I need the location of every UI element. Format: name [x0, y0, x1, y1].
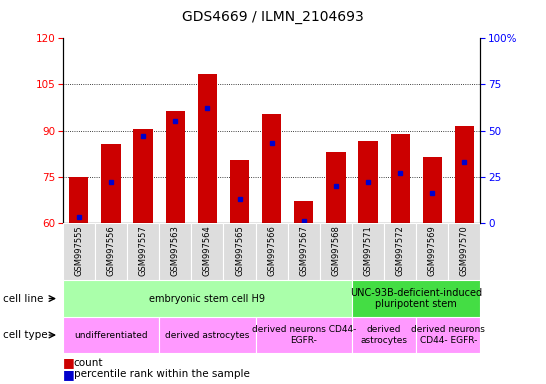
Bar: [416, 317, 480, 353]
Text: ■: ■: [63, 368, 75, 381]
Bar: [198, 74, 217, 223]
Bar: [288, 223, 320, 280]
Text: GDS4669 / ILMN_2104693: GDS4669 / ILMN_2104693: [182, 10, 364, 24]
Text: GSM997555: GSM997555: [74, 226, 84, 276]
Bar: [256, 223, 288, 280]
Text: GSM997565: GSM997565: [235, 226, 244, 276]
Bar: [69, 177, 88, 223]
Bar: [230, 160, 249, 223]
Bar: [384, 223, 416, 280]
Text: GSM997556: GSM997556: [106, 226, 116, 276]
Text: undifferentiated: undifferentiated: [74, 331, 148, 339]
Bar: [320, 223, 352, 280]
Text: GSM997568: GSM997568: [331, 226, 340, 276]
Text: GSM997563: GSM997563: [171, 226, 180, 276]
Bar: [256, 317, 352, 353]
Text: derived astrocytes: derived astrocytes: [165, 331, 250, 339]
Text: UNC-93B-deficient-induced
pluripotent stem: UNC-93B-deficient-induced pluripotent st…: [350, 288, 482, 310]
Bar: [127, 223, 159, 280]
Bar: [327, 152, 346, 223]
Bar: [455, 126, 474, 223]
Text: cell line: cell line: [3, 293, 43, 304]
Bar: [191, 223, 223, 280]
Text: GSM997557: GSM997557: [139, 226, 147, 276]
Bar: [294, 201, 313, 223]
Bar: [102, 144, 121, 223]
Text: embryonic stem cell H9: embryonic stem cell H9: [150, 293, 265, 304]
Text: GSM997567: GSM997567: [299, 226, 308, 276]
Bar: [159, 317, 256, 353]
Bar: [352, 223, 384, 280]
Text: cell type: cell type: [3, 330, 48, 340]
Bar: [352, 317, 416, 353]
Text: GSM997571: GSM997571: [364, 226, 372, 276]
Bar: [448, 223, 480, 280]
Bar: [165, 111, 185, 223]
Text: GSM997569: GSM997569: [428, 226, 437, 276]
Text: derived neurons
CD44- EGFR-: derived neurons CD44- EGFR-: [412, 325, 485, 345]
Bar: [159, 223, 191, 280]
Bar: [63, 223, 95, 280]
Text: GSM997566: GSM997566: [267, 226, 276, 276]
Text: GSM997564: GSM997564: [203, 226, 212, 276]
Text: ■: ■: [63, 356, 75, 369]
Bar: [416, 223, 448, 280]
Text: GSM997572: GSM997572: [396, 226, 405, 276]
Text: derived neurons CD44-
EGFR-: derived neurons CD44- EGFR-: [252, 325, 356, 345]
Bar: [423, 157, 442, 223]
Bar: [352, 280, 480, 317]
Bar: [223, 223, 256, 280]
Bar: [262, 114, 281, 223]
Bar: [63, 317, 159, 353]
Text: count: count: [74, 358, 103, 368]
Bar: [63, 280, 352, 317]
Bar: [390, 134, 410, 223]
Bar: [133, 129, 153, 223]
Text: GSM997570: GSM997570: [460, 226, 469, 276]
Text: percentile rank within the sample: percentile rank within the sample: [74, 369, 250, 379]
Bar: [95, 223, 127, 280]
Bar: [358, 141, 378, 223]
Text: derived
astrocytes: derived astrocytes: [360, 325, 408, 345]
